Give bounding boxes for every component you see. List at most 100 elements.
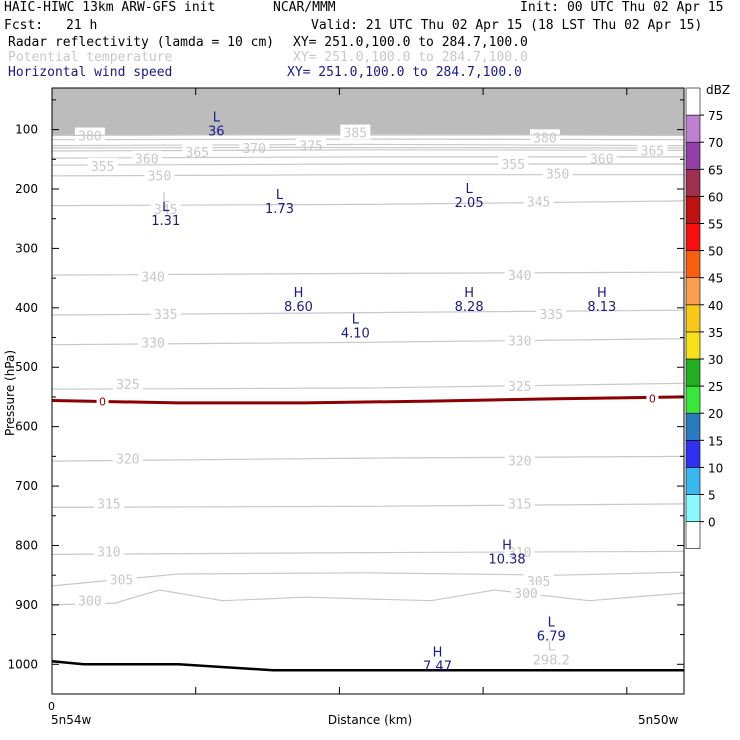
colorbar-swatch (685, 169, 701, 197)
colorbar-swatch (685, 439, 701, 468)
colorbar-swatch (685, 304, 701, 333)
colorbar-swatch (685, 494, 701, 522)
theta-label-bg (93, 543, 124, 559)
y-tick-label: 1000 (7, 657, 38, 671)
theta-contour-345 (51, 200, 685, 207)
y-tick-label: 300 (15, 241, 38, 255)
wind-extremum-high-marker: H (597, 286, 607, 301)
theta-contour-label: 380 (533, 131, 556, 146)
theta-label-bg (504, 495, 535, 511)
wind-extremum-value: 8.13 (587, 300, 616, 315)
theta-label-bg (138, 334, 169, 350)
theta-contour-label: 330 (141, 336, 164, 351)
colorbar-level-label: 35 (708, 326, 723, 340)
freezing-label-bg (646, 392, 659, 405)
theta-label-bg (504, 452, 535, 468)
wind-extremum-high-marker: H (502, 538, 512, 553)
theta-label-bg (586, 150, 617, 166)
y-tick-label: 800 (15, 538, 38, 552)
theta-contour-label: 360 (135, 153, 158, 168)
x-end-label-right: 5n50w (638, 713, 679, 727)
theta-label-bg (542, 165, 573, 181)
theta-contour-label: 345 (154, 203, 177, 218)
theta-contour-label: 310 (97, 545, 120, 560)
colorbar-swatch (685, 277, 701, 306)
colorbar-level-label: 60 (708, 190, 723, 204)
wind-extremum-value: 7.47 (423, 659, 452, 674)
wind-extremum-low-marker: L (465, 182, 473, 197)
colorbar-level-label: 5 (708, 489, 716, 503)
theta-contour-label: 320 (508, 455, 531, 470)
theta-label-bg (112, 450, 143, 466)
theta-contour-label: 350 (148, 169, 171, 184)
freezing-level-line (51, 395, 685, 405)
theta-label-bg (106, 571, 137, 587)
freezing-level-label: 0 (649, 393, 656, 406)
theta-contour-label: 370 (242, 142, 265, 157)
wind-extremum-high-marker: H (294, 286, 304, 301)
plot-frame (51, 87, 685, 695)
theta-label-bg (150, 201, 181, 217)
field-3-name: Horizontal wind speed (8, 65, 173, 80)
colorbar-swatch (685, 358, 701, 387)
theta-label-bg (511, 585, 541, 600)
theta-label-bg (504, 267, 535, 283)
x-axis-label: Distance (km) (328, 713, 412, 727)
wind-extremum-high-marker: H (464, 286, 474, 301)
colorbar-level-label: 65 (708, 163, 723, 177)
theta-contour-label: 365 (186, 146, 209, 161)
field-1-xy: XY= 251.0,100.0 to 284.7,100.0 (293, 35, 528, 50)
colorbar-swatch (685, 114, 701, 143)
colorbar-swatch (685, 331, 701, 360)
theta-label-bg (536, 305, 567, 321)
x-end-label-left: 5n54w (51, 713, 92, 727)
fcst-value: 21 h (66, 18, 98, 33)
y-axis-label: Pressure (hPa) (3, 350, 17, 436)
theta-contour-355 (51, 163, 684, 166)
colorbar-level-label: 10 (708, 461, 723, 475)
theta-contour-label: 310 (508, 546, 531, 561)
theta-contour-label: 320 (116, 453, 139, 468)
freezing-label-bg (96, 395, 109, 408)
fcst-label: Fcst: (4, 18, 44, 33)
theta-label-bg (182, 144, 213, 160)
theta-contour-label: 315 (97, 497, 120, 512)
wind-extremum-low-marker: L (162, 200, 170, 215)
colorbar-swatch (685, 87, 701, 116)
theta-label-bg (239, 140, 270, 156)
theta-contour-370 (51, 146, 685, 149)
theta-contour-label: 355 (91, 160, 114, 175)
theta-contour-305 (51, 571, 685, 587)
theta-contour-label: 380 (78, 130, 101, 145)
colorbar-swatch (685, 412, 701, 441)
y-tick-label: 700 (15, 479, 38, 493)
colorbar-swatch (685, 385, 701, 414)
theta-contour-320 (51, 455, 685, 462)
theta-label-bg (529, 129, 560, 145)
theta-label-bg (504, 378, 535, 394)
wind-extremum-low-marker: L (548, 616, 556, 631)
colorbar-level-label: 45 (708, 272, 723, 286)
theta-label-bg (504, 544, 535, 560)
colorbar-swatch (685, 467, 701, 495)
colorbar-swatch (685, 141, 701, 170)
theta-extremum-marker: L (162, 191, 170, 206)
wind-extremum-value: 4.10 (341, 327, 370, 342)
theta-label-bg (131, 150, 162, 166)
theta-contour-label: 350 (546, 168, 569, 183)
theta-contour-310 (51, 550, 685, 555)
theta-contour-label: 385 (344, 127, 367, 142)
x-tick-label-0: 0 (48, 700, 55, 713)
wind-extremum-low-marker: L (276, 188, 284, 203)
wind-extremum-value: 10.38 (488, 552, 525, 567)
theta-label-bg (144, 167, 175, 183)
theta-contour-365 (51, 149, 685, 152)
terrain-line (51, 660, 684, 672)
colorbar-level-label: 25 (708, 380, 723, 394)
wind-extremum-value: 2.05 (455, 196, 484, 211)
theta-label-bg (637, 142, 668, 158)
field-2-xy: XY= 251.0,100.0 to 284.7,100.0 (293, 50, 528, 65)
theta-label-bg (296, 137, 327, 153)
wind-extremum-high-marker: H (433, 645, 443, 660)
